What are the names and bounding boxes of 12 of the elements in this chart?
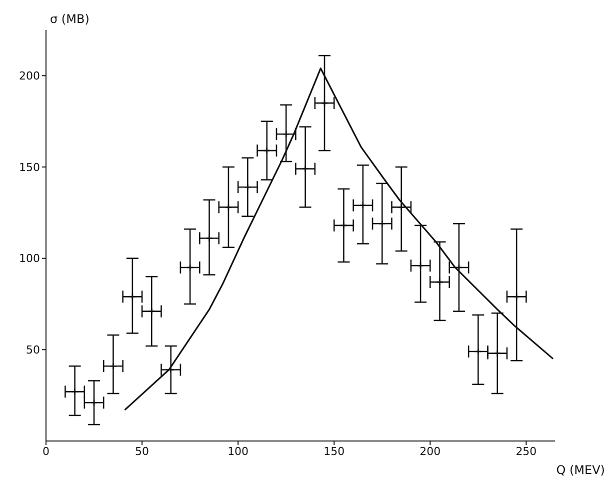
y-tick-label: 200 [19, 70, 40, 83]
y-tick-label: 50 [26, 344, 40, 357]
y-tick-label: 100 [19, 252, 40, 266]
x-tick-label: 200 [420, 444, 441, 458]
x-tick-label: 100 [228, 444, 249, 458]
y-tick-label: 150 [19, 160, 40, 174]
y-axis-title: σ (MB) [50, 12, 90, 26]
x-tick-label: 150 [324, 444, 345, 458]
x-axis-title: Q (MEV) [556, 463, 605, 477]
x-tick-label: 250 [516, 444, 537, 458]
x-tick-label: 50 [135, 444, 150, 458]
x-tick-label: 0 [42, 444, 50, 458]
